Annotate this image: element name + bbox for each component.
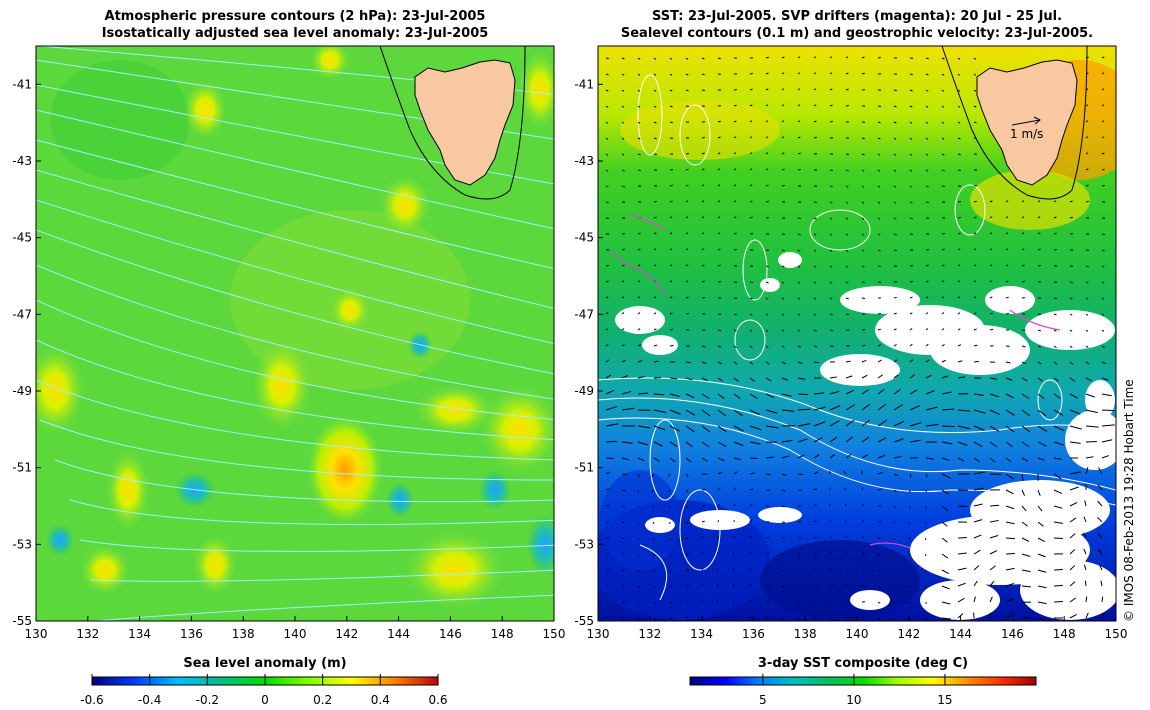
left-lat-label: -51 <box>12 461 32 475</box>
right-lon-label: 132 <box>638 627 661 641</box>
right-title-line2: Sealevel contours (0.1 m) and geostrophi… <box>620 26 1094 41</box>
left-lat-label: -47 <box>12 307 32 321</box>
left-lon-label: 144 <box>387 627 410 641</box>
left-lon-label: 150 <box>543 627 566 641</box>
scale-arrow <box>1011 119 1041 126</box>
left-lon-label: 146 <box>439 627 462 641</box>
pressure-contours <box>36 46 554 621</box>
right-lat-label: -47 <box>574 307 594 321</box>
right-lon-label: 146 <box>1001 627 1024 641</box>
left-lon-label: 140 <box>284 627 307 641</box>
right-colorbar-strip <box>689 676 1037 686</box>
colorbar-tick-label: 10 <box>846 693 861 707</box>
left-title-line2: Isostatically adjusted sea level anomaly… <box>101 26 489 41</box>
sealevel-contours <box>598 74 1116 601</box>
colorbar-tick-label: 5 <box>759 693 767 707</box>
colorbar-tick-label: 0.4 <box>371 693 390 707</box>
right-lat-label: -41 <box>574 77 594 91</box>
right-lon-label: 134 <box>690 627 713 641</box>
left-colorbar: -0.6 -0.4 -0.2 0 0.2 0.4 0.6 <box>80 674 448 707</box>
colorbar-tick-label: 15 <box>937 693 952 707</box>
right-lat-label: -53 <box>574 537 594 551</box>
left-lon-label: 134 <box>128 627 151 641</box>
right-lat-label: -43 <box>574 154 594 168</box>
right-lat-label: -45 <box>574 231 594 245</box>
right-lon-label: 136 <box>742 627 765 641</box>
left-map <box>36 46 554 621</box>
right-title-line1: SST: 23-Jul-2005. SVP drifters (magenta)… <box>651 9 1063 24</box>
left-colorbar-ticks: -0.6 -0.4 -0.2 0 0.2 0.4 0.6 <box>80 674 448 707</box>
right-colorbar: 5 10 15 <box>689 674 1037 707</box>
map-axes: 130 132 134 136 138 140 142 144 146 148 150 -41 -43 -… <box>12 77 1127 641</box>
right-colorbar-ticks: 5 10 15 <box>759 674 953 707</box>
left-lon-label: 142 <box>335 627 358 641</box>
colorbar-tick-label: -0.6 <box>80 693 103 707</box>
left-lat-label: -41 <box>12 77 32 91</box>
scale-arrow-head <box>1033 116 1041 125</box>
right-lon-label: 142 <box>897 627 920 641</box>
right-lon-label: 140 <box>846 627 869 641</box>
svp-drifter-tracks <box>609 214 1061 549</box>
right-lon-label: 144 <box>949 627 972 641</box>
shelf-contour-right <box>941 46 1088 200</box>
right-lon-label: 148 <box>1053 627 1076 641</box>
colorbar-tick-label: -0.2 <box>196 693 219 707</box>
right-panel-title: SST: 23-Jul-2005. SVP drifters (magenta)… <box>598 8 1116 42</box>
shelf-contour <box>379 46 526 200</box>
left-panel-title: Atmospheric pressure contours (2 hPa): 2… <box>36 8 554 42</box>
right-map: 1 m/s <box>598 46 1116 621</box>
right-colorbar-label: 3-day SST composite (deg C) <box>757 656 969 671</box>
credit-text: © IMOS 08-Feb-2013 19:28 Hobart Time <box>1122 379 1136 622</box>
left-lon-label: 136 <box>180 627 203 641</box>
right-lon-label: 150 <box>1105 627 1128 641</box>
colorbar-tick-label: 0 <box>261 693 269 707</box>
left-colorbar-label: Sea level anomaly (m) <box>183 656 347 671</box>
geostrophic-velocity-arrows <box>605 56 1115 621</box>
tasmania-land <box>414 59 516 186</box>
right-lon-label: 138 <box>794 627 817 641</box>
left-lat-label: -49 <box>12 384 32 398</box>
colorbar-tick-label: 0.6 <box>428 693 447 707</box>
left-title-line1: Atmospheric pressure contours (2 hPa): 2… <box>104 9 486 24</box>
right-lat-label: -55 <box>574 614 594 628</box>
right-lon-label: 130 <box>587 627 610 641</box>
left-lat-label: -55 <box>12 614 32 628</box>
left-lat-label: -45 <box>12 231 32 245</box>
left-lat-label: -43 <box>12 154 32 168</box>
left-lat-label: -53 <box>12 537 32 551</box>
scale-arrow-label: 1 m/s <box>1010 127 1043 141</box>
colorbar-tick-label: -0.4 <box>138 693 161 707</box>
right-lat-label: -51 <box>574 461 594 475</box>
left-lon-label: 130 <box>25 627 48 641</box>
colorbar-tick-label: 0.2 <box>313 693 332 707</box>
left-lon-label: 148 <box>491 627 514 641</box>
left-lon-label: 132 <box>76 627 99 641</box>
left-lon-label: 138 <box>232 627 255 641</box>
right-lat-label: -49 <box>574 384 594 398</box>
cloud-mask <box>615 252 1116 620</box>
